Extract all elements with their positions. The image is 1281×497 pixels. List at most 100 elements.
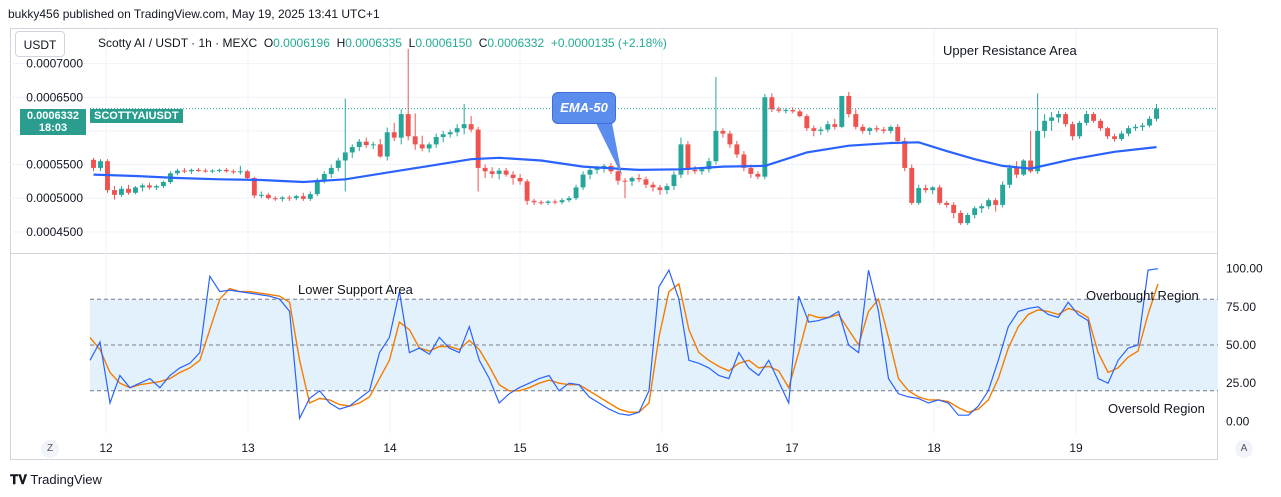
candle-body xyxy=(1147,118,1152,126)
candle-body xyxy=(783,110,789,112)
candle-body xyxy=(342,152,348,161)
candle xyxy=(923,184,929,193)
candle-body xyxy=(1084,114,1090,123)
ema-callout-pointer xyxy=(596,123,622,176)
candle xyxy=(426,142,432,153)
candle xyxy=(951,202,957,219)
candle-body xyxy=(839,95,845,127)
candle-body xyxy=(112,190,117,195)
candle xyxy=(195,167,201,172)
candle-body xyxy=(706,161,712,170)
candle xyxy=(874,125,880,133)
zoom-reset-button[interactable]: Z xyxy=(41,440,59,458)
candle-body xyxy=(1056,114,1062,118)
candle-body xyxy=(594,167,600,170)
candle-body xyxy=(482,167,488,172)
candle xyxy=(1084,110,1090,126)
candle-body xyxy=(496,170,502,174)
candle xyxy=(832,118,838,130)
candle-body xyxy=(188,169,194,172)
candle-body xyxy=(1063,114,1069,125)
candle xyxy=(797,109,803,118)
candle xyxy=(328,164,334,178)
candle xyxy=(692,165,698,174)
candle-body xyxy=(531,200,537,203)
candle-body xyxy=(909,167,915,203)
candle-body xyxy=(587,169,593,175)
pane-separator[interactable] xyxy=(10,253,1218,254)
candle-body xyxy=(713,130,719,162)
candle xyxy=(881,126,887,134)
candle-body xyxy=(230,171,236,173)
candle-body xyxy=(1035,130,1041,172)
candle-body xyxy=(734,144,740,155)
candle-body xyxy=(657,187,663,191)
candle-body xyxy=(300,196,306,199)
candle xyxy=(552,199,558,205)
candle xyxy=(237,165,243,175)
time-axis-label: 15 xyxy=(513,441,527,455)
candle xyxy=(1119,130,1124,141)
candle xyxy=(720,128,726,138)
currency-unit-button[interactable]: USDT xyxy=(15,31,65,57)
candle-body xyxy=(251,178,257,196)
candle-body xyxy=(902,141,908,168)
candle-body xyxy=(391,132,397,138)
oversold-label: Oversold Region xyxy=(1108,401,1205,416)
candle xyxy=(587,167,593,180)
candle-body xyxy=(580,174,586,188)
candle-body xyxy=(797,111,803,117)
candle xyxy=(342,98,348,192)
time-axis-label: 16 xyxy=(655,441,669,455)
candle xyxy=(510,171,516,185)
candle xyxy=(818,126,824,135)
candle xyxy=(112,186,117,200)
candle xyxy=(119,186,124,197)
candle xyxy=(1049,112,1055,131)
candle-body xyxy=(1140,125,1145,127)
candle-body xyxy=(888,126,894,131)
candle-body xyxy=(140,185,145,188)
time-axis-label: 18 xyxy=(927,441,941,455)
stoch-axis-label: 100.00 xyxy=(1226,262,1263,276)
auto-scale-button[interactable]: A xyxy=(1235,440,1253,458)
time-axis-label: 17 xyxy=(785,441,799,455)
candle xyxy=(1000,181,1006,208)
candle-body xyxy=(804,116,810,129)
candle xyxy=(636,173,642,183)
candle-body xyxy=(370,144,376,146)
candle xyxy=(370,141,376,150)
close-label: C xyxy=(478,36,488,50)
candle xyxy=(1140,122,1145,131)
candle-body xyxy=(356,141,362,148)
candle-body xyxy=(307,194,313,199)
candle-body xyxy=(328,167,334,174)
candle-body xyxy=(566,198,572,201)
candle xyxy=(398,109,404,145)
candle xyxy=(146,182,152,190)
symbol-name[interactable]: Scotty AI / USDT · 1h · MEXC xyxy=(98,36,258,50)
lower-support-label: Lower Support Area xyxy=(298,282,413,297)
candle-body xyxy=(769,97,775,110)
candle xyxy=(909,164,915,205)
candle-body xyxy=(1133,126,1138,129)
candle-body xyxy=(314,180,320,195)
candle-body xyxy=(447,132,453,135)
candle-body xyxy=(692,169,698,172)
candle xyxy=(860,124,866,134)
candle-body xyxy=(720,130,726,134)
candle xyxy=(713,77,719,165)
candle xyxy=(1007,164,1013,189)
candle-body xyxy=(1098,120,1104,129)
candle-body xyxy=(748,167,754,174)
candle xyxy=(153,184,159,191)
candle-body xyxy=(951,204,957,213)
candle xyxy=(671,171,677,191)
candle xyxy=(279,196,285,202)
candle xyxy=(1098,118,1104,131)
candle xyxy=(524,179,530,205)
candle xyxy=(126,184,131,195)
candle-body xyxy=(181,170,187,172)
candle xyxy=(265,192,271,200)
